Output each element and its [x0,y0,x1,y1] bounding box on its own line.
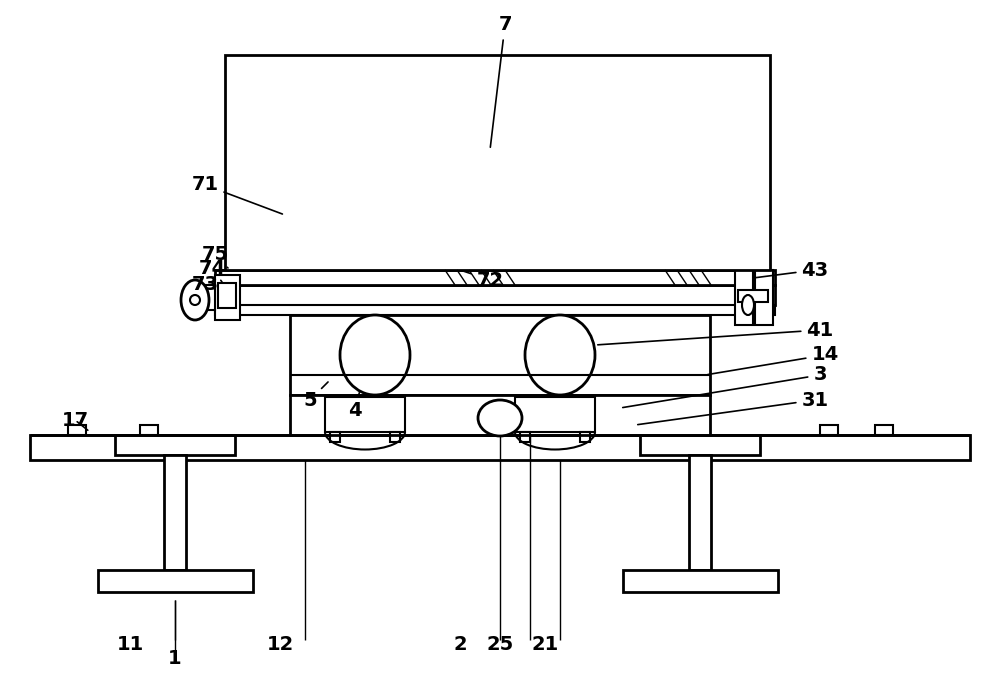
Text: 11: 11 [116,635,144,655]
Text: 25: 25 [486,635,514,655]
Bar [115,435,235,455]
Bar [738,290,768,302]
Bar [290,395,710,435]
Ellipse shape [190,295,200,305]
Bar [875,425,893,435]
Text: 41: 41 [598,320,834,344]
Bar [325,397,405,432]
Text: 75: 75 [201,245,229,268]
Bar [215,270,775,285]
Text: 12: 12 [266,635,294,655]
Bar [164,455,186,570]
Text: 14: 14 [708,345,839,375]
Ellipse shape [181,280,209,320]
Bar [218,283,236,308]
Bar [215,305,775,315]
Text: 73: 73 [192,276,218,300]
Bar [820,425,838,435]
Bar [98,570,253,592]
Bar [755,270,773,325]
Text: 7: 7 [490,15,512,147]
Text: 2: 2 [453,635,467,655]
Bar [330,432,340,442]
Bar [640,435,760,455]
Text: 1: 1 [168,648,182,668]
Ellipse shape [742,295,754,315]
Text: 17: 17 [61,411,89,430]
Bar [689,455,711,570]
Ellipse shape [525,315,595,395]
Bar [580,432,590,442]
Text: 31: 31 [638,391,829,424]
Bar [30,435,970,460]
Bar [68,425,86,435]
Text: 74: 74 [198,258,226,282]
Text: 3: 3 [623,365,827,408]
Text: 71: 71 [191,176,282,214]
Text: 4: 4 [348,393,362,420]
Bar [520,432,530,442]
Bar [215,275,240,320]
Bar [140,425,158,435]
Bar [225,55,770,270]
Bar [215,285,775,305]
Bar [290,315,710,395]
Bar [515,397,595,432]
Text: 72: 72 [463,271,504,289]
Text: 5: 5 [303,382,328,409]
Ellipse shape [340,315,410,395]
Text: 43: 43 [756,260,829,280]
Bar [735,270,753,325]
Ellipse shape [478,400,522,436]
Bar [390,432,400,442]
Text: 21: 21 [531,635,559,655]
Bar [623,570,778,592]
Bar [200,285,215,310]
